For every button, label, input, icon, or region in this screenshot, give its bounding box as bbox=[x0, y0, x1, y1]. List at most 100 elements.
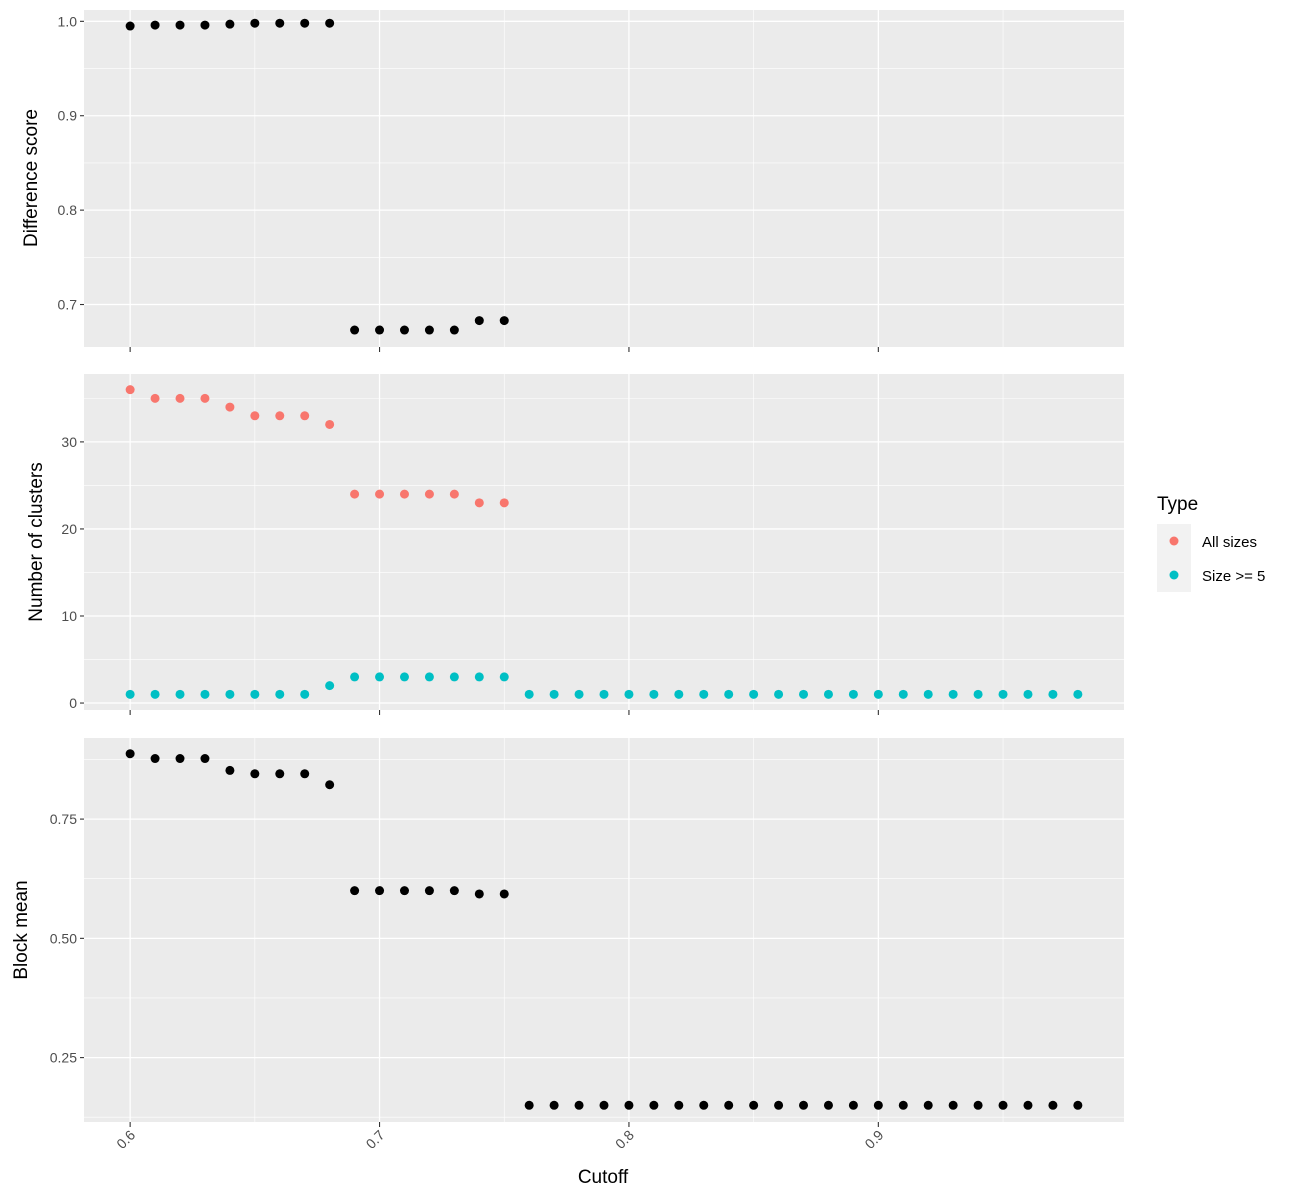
data-point bbox=[873, 1100, 883, 1110]
panel-block-mean-major-grid bbox=[84, 738, 1124, 1122]
data-point bbox=[424, 489, 434, 499]
data-point bbox=[1023, 1100, 1033, 1110]
data-point bbox=[424, 672, 434, 682]
data-point bbox=[325, 419, 335, 429]
data-point bbox=[175, 20, 185, 30]
data-point bbox=[499, 889, 509, 899]
data-point bbox=[574, 1100, 584, 1110]
data-point bbox=[175, 689, 185, 699]
data-point bbox=[1048, 689, 1058, 699]
data-point bbox=[973, 1100, 983, 1110]
data-point bbox=[225, 765, 235, 775]
data-point bbox=[1048, 1100, 1058, 1110]
data-point bbox=[649, 689, 659, 699]
data-point bbox=[200, 20, 210, 30]
data-point bbox=[449, 886, 459, 896]
data-point bbox=[524, 689, 534, 699]
data-point bbox=[474, 889, 484, 899]
data-point bbox=[998, 1100, 1008, 1110]
data-point bbox=[998, 689, 1008, 699]
data-point bbox=[150, 393, 160, 403]
data-point bbox=[250, 769, 260, 779]
legend-key-size-5 bbox=[1169, 570, 1179, 580]
panel-number-of-clusters: 0 10 20 30 Number of clusters bbox=[26, 374, 1124, 715]
x-tick-label: 0.9 bbox=[861, 1127, 886, 1152]
data-point bbox=[150, 754, 160, 764]
data-point bbox=[799, 1100, 809, 1110]
panel-block-mean: 0.25 0.50 0.75 Block mean bbox=[11, 738, 1124, 1127]
y-axis-title-difference-score: Difference score bbox=[21, 109, 42, 247]
y-tick-label: 0 bbox=[69, 695, 77, 711]
data-point bbox=[774, 1100, 784, 1110]
data-point bbox=[350, 489, 360, 499]
data-point bbox=[649, 1100, 659, 1110]
data-point bbox=[799, 689, 809, 699]
data-point bbox=[125, 21, 135, 31]
data-point bbox=[300, 18, 310, 28]
data-point bbox=[325, 681, 335, 691]
data-point bbox=[449, 325, 459, 335]
y-tick-label: 0.75 bbox=[50, 811, 77, 827]
data-point bbox=[973, 689, 983, 699]
data-point bbox=[125, 385, 135, 395]
data-point bbox=[923, 689, 933, 699]
panel-difference-score-y-axis: 0.7 0.8 0.9 1.0 bbox=[58, 13, 84, 313]
data-point bbox=[499, 316, 509, 326]
data-point bbox=[200, 393, 210, 403]
data-point bbox=[524, 1100, 534, 1110]
data-point bbox=[1073, 1100, 1083, 1110]
panel-number-of-clusters-background bbox=[84, 374, 1124, 710]
data-point bbox=[848, 1100, 858, 1110]
data-point bbox=[873, 689, 883, 699]
legend-title: Type bbox=[1157, 494, 1198, 515]
data-point bbox=[350, 672, 360, 682]
data-point bbox=[424, 325, 434, 335]
data-point bbox=[300, 689, 310, 699]
y-axis-title-block-mean: Block mean bbox=[11, 880, 32, 979]
data-point bbox=[898, 1100, 908, 1110]
x-axis-tick-labels: 0.6 0.7 0.8 0.9 bbox=[113, 1127, 886, 1152]
data-point bbox=[549, 1100, 559, 1110]
data-point bbox=[275, 411, 285, 421]
data-point bbox=[449, 489, 459, 499]
data-point bbox=[424, 886, 434, 896]
panel-number-of-clusters-points bbox=[125, 385, 1083, 699]
y-tick-label: 0.9 bbox=[58, 108, 78, 124]
data-point bbox=[399, 325, 409, 335]
data-point bbox=[1073, 689, 1083, 699]
data-point bbox=[449, 672, 459, 682]
data-point bbox=[624, 1100, 634, 1110]
panel-number-of-clusters-y-axis: 0 10 20 30 bbox=[61, 434, 84, 711]
data-point bbox=[250, 411, 260, 421]
data-point bbox=[674, 689, 684, 699]
data-point bbox=[474, 672, 484, 682]
data-point bbox=[574, 689, 584, 699]
y-tick-label: 0.8 bbox=[58, 202, 78, 218]
y-tick-label: 20 bbox=[61, 521, 77, 537]
data-point bbox=[375, 325, 385, 335]
panel-difference-score-minor-grid bbox=[84, 10, 1124, 347]
y-tick-label: 0.50 bbox=[50, 930, 77, 946]
data-point bbox=[200, 689, 210, 699]
x-tick-label: 0.8 bbox=[612, 1127, 637, 1152]
data-point bbox=[624, 689, 634, 699]
data-point bbox=[699, 689, 709, 699]
data-point bbox=[150, 689, 160, 699]
data-point bbox=[599, 689, 609, 699]
data-point bbox=[599, 1100, 609, 1110]
data-point bbox=[399, 489, 409, 499]
data-point bbox=[325, 18, 335, 28]
data-point bbox=[325, 780, 335, 790]
data-point bbox=[699, 1100, 709, 1110]
data-point bbox=[499, 672, 509, 682]
panel-number-of-clusters-x-ticks bbox=[129, 710, 879, 715]
data-point bbox=[848, 689, 858, 699]
y-tick-label: 1.0 bbox=[58, 13, 78, 29]
data-point bbox=[749, 1100, 759, 1110]
data-point bbox=[948, 1100, 958, 1110]
data-point bbox=[499, 498, 509, 508]
data-point bbox=[399, 886, 409, 896]
data-point bbox=[275, 18, 285, 28]
data-point bbox=[399, 672, 409, 682]
